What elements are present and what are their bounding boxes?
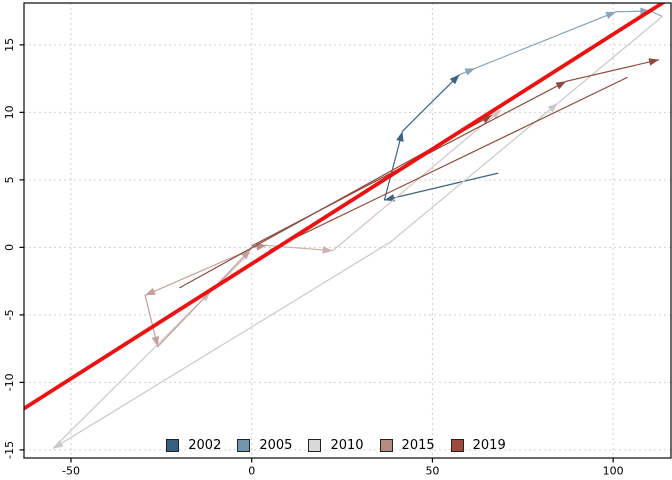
arrowhead [322,246,333,254]
arrowhead [240,249,251,260]
series-path-2019 [269,76,628,251]
series-path-2002 [402,74,460,132]
series-path-2005 [459,10,663,76]
arrowhead [491,109,502,119]
x-tick-label: 100 [603,465,624,478]
x-tick-label: 50 [425,465,439,478]
plot-border [23,2,672,459]
x-tick-label: 0 [248,465,255,478]
arrowhead [648,58,660,66]
series-path-2002 [383,131,404,201]
arrowhead [256,242,267,251]
arrowhead [52,440,64,449]
y-tick-label: 5 [3,176,16,183]
y-tick-label: -5 [3,309,16,320]
series-path-2002 [384,172,499,201]
y-tick-label: 0 [3,244,16,251]
arrowhead [605,11,617,20]
series-path-2019 [251,59,660,247]
arrowhead [464,68,476,76]
series-path-2010 [386,16,663,246]
y-tick-label: 10 [3,105,16,119]
arrowhead [449,74,460,85]
x-tick-label: -50 [62,465,80,478]
series-path-2015 [332,109,502,252]
series-path-2015 [144,248,252,348]
arrowhead [640,7,651,16]
y-tick-label: -10 [3,373,16,391]
arrowhead [384,194,395,202]
arrowhead [145,287,156,296]
y-tick-label: 15 [3,38,16,52]
y-tick-label: -15 [3,441,16,459]
arrowhead [151,335,160,347]
series-path-2010 [52,242,389,450]
arrowhead [555,81,567,90]
fit-line [24,3,666,411]
arrowhead [547,103,558,113]
arrowhead [396,131,404,142]
